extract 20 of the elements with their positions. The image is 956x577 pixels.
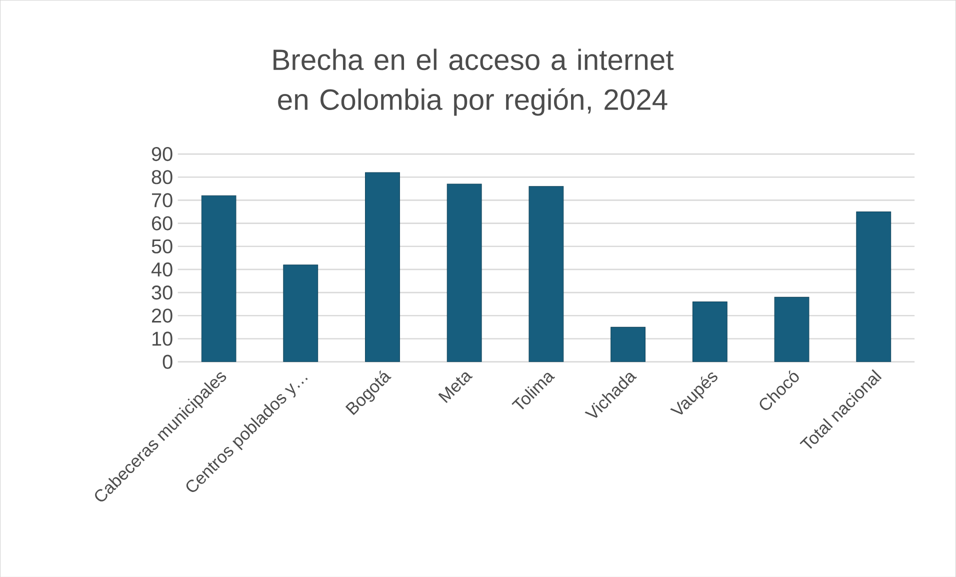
y-tick-label: 10: [152, 331, 172, 346]
bar: [283, 264, 318, 362]
bar: [856, 211, 892, 362]
y-tick-label: 20: [152, 308, 172, 322]
chart-title: Brecha en el acceso a internet en Colombia por región, 2024: [274, 48, 674, 116]
bar: [610, 326, 646, 362]
y-tick-label: 80: [152, 170, 172, 184]
y-tick-label: 50: [152, 239, 172, 254]
y-tick-label: 60: [152, 216, 172, 230]
y-tick-label: 30: [152, 285, 172, 300]
bar: [528, 186, 564, 362]
y-tick-label: 90: [152, 146, 172, 161]
bar: [446, 184, 482, 362]
y-tick-label: 0: [162, 354, 172, 369]
y-tick-label: 40: [151, 262, 172, 276]
bar: [201, 195, 236, 362]
bar: [774, 296, 810, 362]
bar: [365, 172, 400, 362]
y-tick-label: 70: [152, 192, 172, 208]
bar: [692, 301, 728, 362]
